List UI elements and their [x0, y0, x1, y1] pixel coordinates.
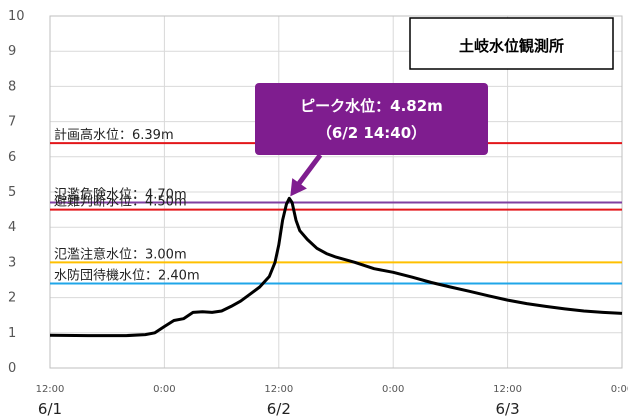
plot-border	[49, 15, 623, 369]
y-tick-label: 10	[8, 9, 25, 24]
date-label: 6/3	[496, 400, 520, 417]
reference-line-label: 避難判断水位：4.50m	[54, 195, 187, 210]
reference-line-label: 氾濫注意水位：3.00m	[54, 246, 187, 262]
x-tick-label: 12:00	[36, 384, 65, 395]
station-title-box: 土岐水位観測所	[409, 17, 614, 70]
y-tick-label: 6	[8, 150, 16, 165]
series-layer	[49, 196, 623, 338]
y-tick-label: 8	[8, 79, 16, 94]
station-title-frame	[409, 17, 614, 70]
grid-lines	[49, 15, 623, 369]
date-labels: 6/1 6/2 6/3	[38, 400, 520, 417]
y-tick-label: 2	[8, 291, 16, 306]
peak-arrow-head	[290, 178, 307, 197]
peak-callout-line1: ピーク水位：4.82m	[300, 97, 443, 115]
peak-arrow-shaft	[293, 153, 323, 190]
peak-annotation: ピーク水位：4.82m （6/2 14:40）	[255, 83, 488, 197]
water-level-line	[49, 196, 623, 338]
x-tick-label: 0:00	[382, 384, 404, 395]
date-label: 6/1	[38, 400, 62, 417]
peak-callout-line2: （6/2 14:40）	[317, 124, 426, 142]
reference-line-label: 水防団待機水位：2.40m	[54, 268, 200, 284]
y-tick-label: 1	[8, 326, 16, 341]
x-tick-label: 12:00	[493, 384, 522, 395]
y-axis-ticks: 0 1 2 3 4 5 6 7 8 9 10	[8, 9, 25, 376]
peak-callout-box	[255, 83, 488, 155]
y-tick-label: 3	[8, 255, 16, 270]
x-tick-label: 12:00	[264, 384, 293, 395]
y-tick-label: 5	[8, 185, 16, 200]
x-tick-label: 0:00	[153, 384, 175, 395]
x-tick-label: 0:00	[611, 384, 628, 395]
y-tick-label: 0	[8, 361, 16, 376]
x-axis-ticks: 12:00 0:00 12:00 0:00 12:00 0:00	[36, 384, 628, 395]
y-tick-label: 7	[8, 115, 16, 130]
reference-line-label: 氾濫危険水位：4.70m	[54, 188, 187, 203]
reference-line-label: 計画高水位：6.39m	[54, 127, 174, 143]
y-tick-label: 9	[8, 44, 16, 59]
station-title: 土岐水位観測所	[459, 37, 564, 55]
y-tick-label: 4	[8, 220, 16, 235]
date-label: 6/2	[267, 400, 291, 417]
